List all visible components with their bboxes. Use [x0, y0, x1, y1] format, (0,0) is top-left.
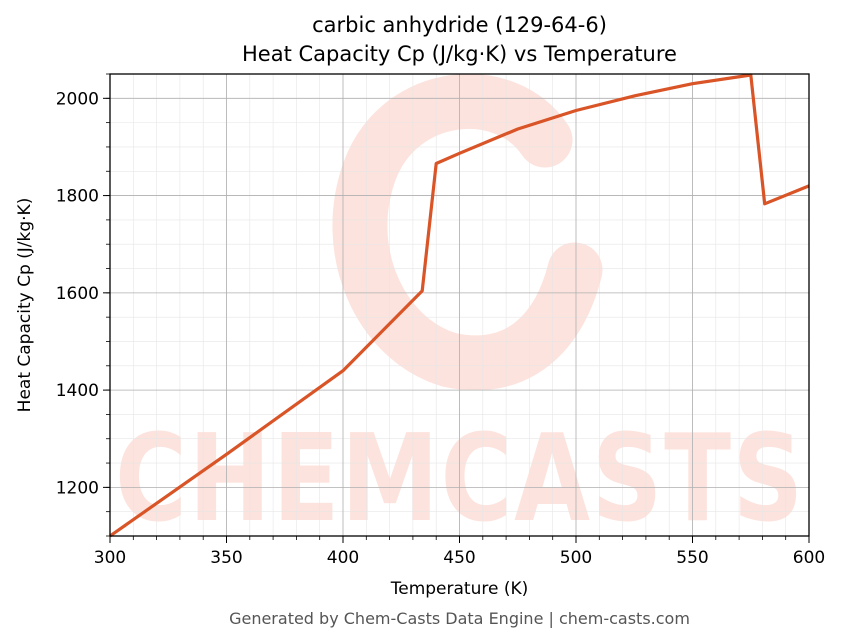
chart-title-line1: carbic anhydride (129-64-6)	[312, 13, 607, 37]
footer-credit: Generated by Chem-Casts Data Engine | ch…	[229, 609, 690, 628]
x-tick-label: 350	[210, 548, 242, 568]
x-tick-label: 550	[676, 548, 708, 568]
x-tick-label: 500	[560, 548, 592, 568]
x-tick-label: 450	[443, 548, 475, 568]
watermark-text: CHEMCASTS	[115, 410, 805, 549]
plot-line-group	[109, 73, 810, 538]
y-tick-label: 1400	[56, 381, 99, 401]
watermark-logo-icon	[332, 73, 603, 391]
grid-major	[109, 74, 810, 536]
axis-ticks	[103, 73, 810, 543]
series-line	[109, 73, 810, 538]
x-tick-label: 400	[327, 548, 359, 568]
x-tick-labels: 300 350 400 450 500 550 600	[94, 548, 825, 568]
y-tick-label: 1600	[56, 284, 99, 304]
chart-title-line2: Heat Capacity Cp (J/kg·K) vs Temperature	[242, 42, 677, 66]
y-axis-label: Heat Capacity Cp (J/kg·K)	[15, 198, 35, 413]
watermark: CHEMCASTS	[115, 73, 805, 549]
y-tick-label: 1200	[56, 478, 99, 498]
y-tick-label: 1800	[56, 187, 99, 207]
x-axis-label: Temperature (K)	[390, 579, 529, 599]
x-tick-label: 300	[94, 548, 126, 568]
x-tick-label: 600	[793, 548, 825, 568]
y-tick-label: 2000	[56, 89, 99, 109]
y-tick-labels: 1200 1400 1600 1800 2000	[56, 89, 99, 498]
